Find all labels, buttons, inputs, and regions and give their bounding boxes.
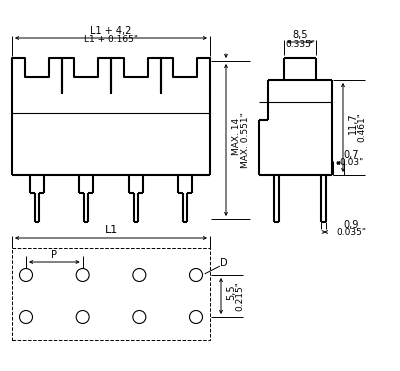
Bar: [12, 248, 210, 340]
Text: 0,7: 0,7: [343, 150, 359, 160]
Text: L1 + 4,2: L1 + 4,2: [90, 26, 132, 36]
Text: MAX. 0.551": MAX. 0.551": [240, 112, 250, 168]
Text: 0.215": 0.215": [236, 281, 244, 311]
Text: 8,5: 8,5: [292, 30, 308, 40]
Text: D: D: [220, 258, 228, 268]
Text: L1: L1: [104, 225, 118, 235]
Text: 0.03": 0.03": [339, 158, 363, 167]
Text: 0.035": 0.035": [336, 227, 366, 236]
Text: L1 + 0.165": L1 + 0.165": [84, 35, 138, 43]
Text: 0.335": 0.335": [285, 39, 315, 49]
Text: P: P: [51, 250, 57, 260]
Text: 0,9: 0,9: [343, 220, 359, 230]
Text: 11,7: 11,7: [348, 113, 358, 134]
Text: 5,5: 5,5: [226, 284, 236, 300]
Text: 0.461": 0.461": [358, 112, 366, 142]
Text: MAX. 14: MAX. 14: [232, 118, 240, 155]
